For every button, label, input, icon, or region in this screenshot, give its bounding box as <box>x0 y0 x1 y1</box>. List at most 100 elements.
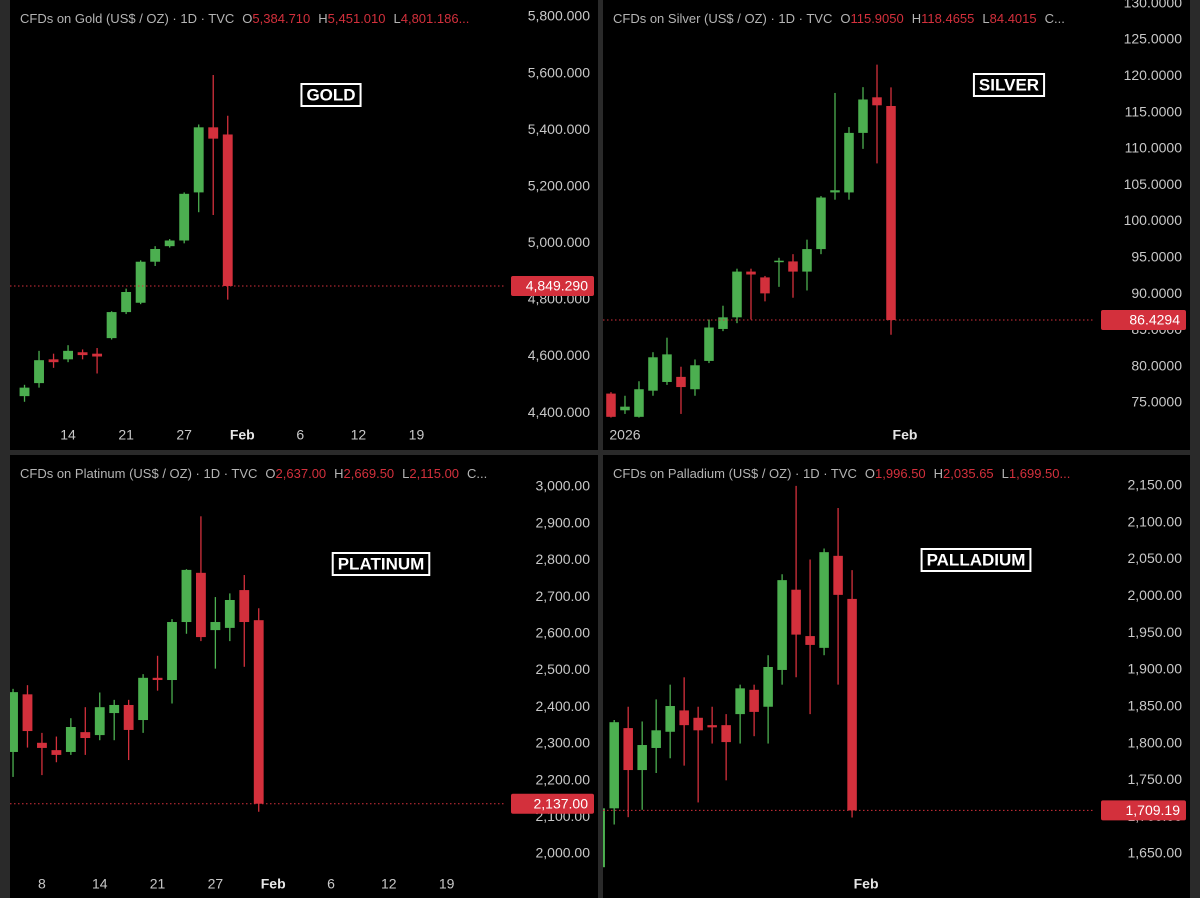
candle-body <box>603 808 605 868</box>
candle-body <box>802 249 812 272</box>
candle-body <box>690 365 700 390</box>
ohlc-key: H <box>912 11 921 26</box>
chart-header: CFDs on Palladium (US$ / OZ) · 1D · TVC O… <box>613 466 1070 481</box>
candle-body <box>208 127 219 139</box>
ohlc-key: O <box>840 11 850 26</box>
candle-body <box>718 317 728 329</box>
candle-body <box>819 552 829 648</box>
candle-body <box>844 132 854 193</box>
chart-panel: 75.000080.000085.000090.000095.0000100.0… <box>603 0 1190 450</box>
y-tick-label: 2,300.00 <box>536 735 591 751</box>
x-tick-label: 27 <box>208 876 224 892</box>
x-tick-label: 21 <box>150 876 166 892</box>
ohlc-value: 4,801.186... <box>401 11 470 26</box>
candle-body <box>210 622 221 631</box>
candle-body <box>774 260 784 263</box>
candle-body <box>222 134 233 286</box>
candle-body <box>746 271 756 275</box>
candle-body <box>51 750 62 755</box>
candle-body <box>37 742 47 748</box>
y-tick-label: 5,400.000 <box>528 121 590 137</box>
y-tick-label: 5,200.000 <box>528 177 590 193</box>
y-tick-label: 2,500.00 <box>536 661 591 677</box>
y-tick-label: 80.0000 <box>1131 357 1182 373</box>
x-tick-label: 12 <box>351 427 367 443</box>
ohlc-value: 118.4655 <box>921 11 974 26</box>
candle-body <box>648 357 658 391</box>
x-tick-label: 14 <box>60 427 76 443</box>
ohlc-key: H <box>318 11 327 26</box>
ohlc-key: L <box>1002 466 1009 481</box>
candle-body <box>620 406 630 411</box>
candle-body <box>634 389 644 417</box>
y-tick-label: 2,000.00 <box>1128 587 1183 603</box>
candle-body <box>167 622 177 681</box>
candle-body <box>858 99 868 133</box>
y-tick-label: 95.0000 <box>1131 248 1182 264</box>
candle-body <box>181 569 192 623</box>
panel-background <box>603 0 1190 450</box>
x-tick-label: 19 <box>409 427 425 443</box>
candle-body <box>239 590 250 623</box>
candle-body <box>77 352 88 356</box>
x-tick-label: 6 <box>327 876 335 892</box>
y-tick-label: 5,600.000 <box>528 64 590 80</box>
y-tick-label: 2,100.00 <box>1128 513 1183 529</box>
ohlc-value: 2,637.00 <box>276 466 327 481</box>
y-tick-label: 90.0000 <box>1131 285 1182 301</box>
y-tick-label: 1,850.00 <box>1128 697 1183 713</box>
chart-title: CFDs on Silver (US$ / OZ) · 1D · TVC <box>613 11 832 26</box>
y-tick-label: 130.0000 <box>1124 0 1183 10</box>
y-tick-label: 120.0000 <box>1124 67 1183 83</box>
y-tick-label: 2,050.00 <box>1128 550 1183 566</box>
candle-body <box>693 717 703 731</box>
y-tick-label: 1,800.00 <box>1128 734 1183 750</box>
y-tick-label: 1,950.00 <box>1128 624 1183 640</box>
metal-label-box <box>920 548 1032 572</box>
candle-body <box>135 261 146 303</box>
plot-area <box>603 64 1095 418</box>
last-price-label: 86.4294 <box>1129 312 1180 328</box>
chart-title: CFDs on Platinum (US$ / OZ) · 1D · TVC <box>20 466 257 481</box>
candle-body <box>80 732 91 739</box>
candle-body <box>662 354 672 382</box>
candle-body <box>760 277 770 294</box>
last-price-box <box>1101 800 1186 821</box>
chart-title: CFDs on Gold (US$ / OZ) · 1D · TVC <box>20 11 234 26</box>
candle-body <box>22 694 33 732</box>
y-tick-label: 2,150.00 <box>1128 477 1183 493</box>
y-tick-label: 2,900.00 <box>536 514 591 530</box>
y-tick-label: 2,400.00 <box>536 698 591 714</box>
last-price-box <box>511 793 594 814</box>
candle-body <box>92 353 103 357</box>
candle-body <box>707 725 717 728</box>
candle-body <box>253 620 264 804</box>
candle-body <box>777 580 787 670</box>
panel-background <box>10 0 598 450</box>
ohlc-key: L <box>402 466 409 481</box>
y-tick-label: 115.0000 <box>1125 103 1183 119</box>
candle-body <box>152 677 163 681</box>
metal-label-box <box>331 552 431 576</box>
header-tail: C... <box>1045 11 1065 26</box>
ohlc-value: 1,699.50... <box>1009 466 1070 481</box>
candle-body <box>94 707 105 736</box>
ohlc-key: H <box>334 466 343 481</box>
candle-body <box>833 555 843 595</box>
x-tick-label: 8 <box>38 876 46 892</box>
ohlc-value: 1,996.50 <box>875 466 926 481</box>
ohlc-key: O <box>242 11 252 26</box>
candle-body <box>606 393 616 417</box>
ohlc-value: 84.4015 <box>990 11 1037 26</box>
candle-body <box>65 727 76 752</box>
candle-body <box>138 677 149 721</box>
metal-label: GOLD <box>306 85 355 104</box>
x-tick-label: 19 <box>439 876 455 892</box>
x-tick-label: 21 <box>118 427 134 443</box>
ohlc-value: 2,035.65 <box>943 466 994 481</box>
ohlc-key: O <box>865 466 875 481</box>
x-tick-label: Feb <box>230 427 255 443</box>
ohlc-key: O <box>265 466 275 481</box>
metal-label: PALLADIUM <box>927 550 1026 569</box>
